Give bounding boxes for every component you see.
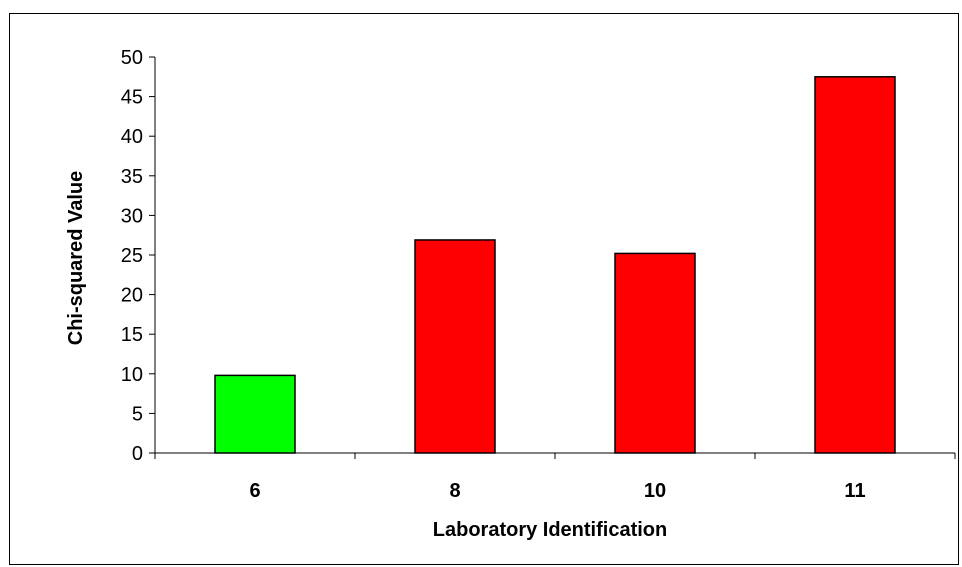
x-axis-title: Laboratory Identification (433, 519, 667, 541)
x-axis-ticks: 6 8 10 11 (154, 453, 956, 502)
y-axis-title: Chi-squared Value (65, 171, 87, 346)
y-tick-label: 40 (121, 126, 143, 148)
bar-lab-8 (414, 239, 496, 454)
y-tick-label: 5 (132, 403, 143, 425)
y-tick-label: 15 (121, 324, 143, 346)
bars (214, 76, 896, 454)
y-tick-label: 25 (121, 245, 143, 267)
y-tick-label: 0 (132, 443, 143, 465)
y-tick-label: 20 (121, 285, 143, 307)
y-axis-ticks: 0 5 10 15 20 25 30 35 40 45 50 (121, 47, 155, 465)
bar-lab-10 (614, 252, 696, 454)
x-tick-label: 11 (844, 480, 865, 502)
x-tick-label: 8 (449, 480, 460, 502)
y-tick-label: 35 (121, 166, 143, 188)
bar-lab-11 (814, 76, 896, 454)
x-tick-label: 10 (644, 480, 666, 502)
y-tick-label: 45 (121, 87, 143, 109)
y-tick-label: 30 (121, 205, 143, 227)
y-tick-label: 10 (121, 364, 143, 386)
y-tick-label: 50 (121, 47, 143, 69)
bar-lab-6 (214, 374, 296, 454)
x-tick-label: 6 (249, 480, 260, 502)
